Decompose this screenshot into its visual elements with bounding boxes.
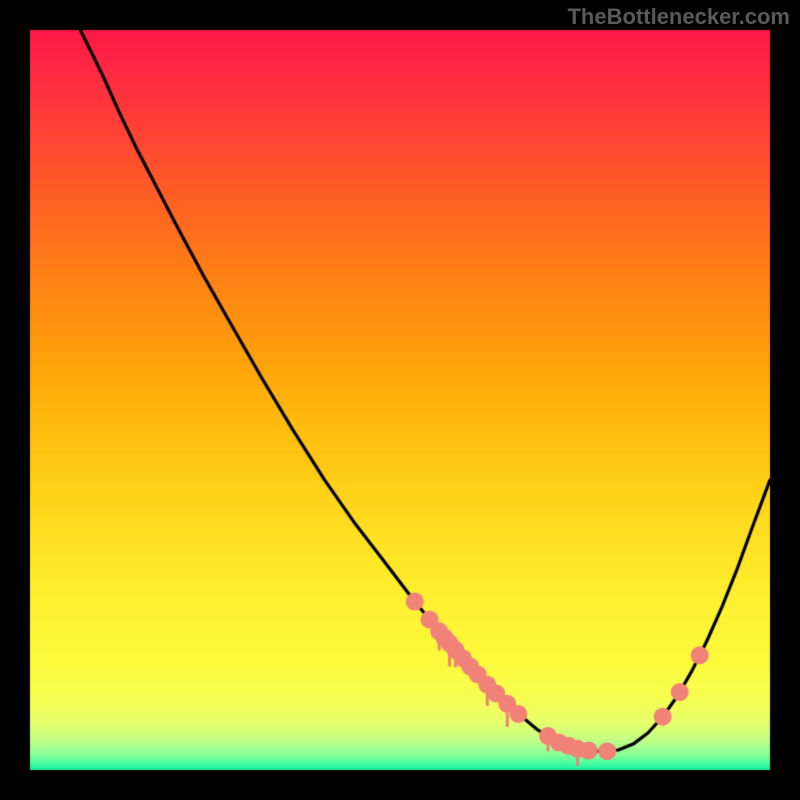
bottleneck-curve-chart (0, 0, 800, 800)
chart-stage: TheBottlenecker.com (0, 0, 800, 800)
watermark-label: TheBottlenecker.com (567, 4, 790, 30)
